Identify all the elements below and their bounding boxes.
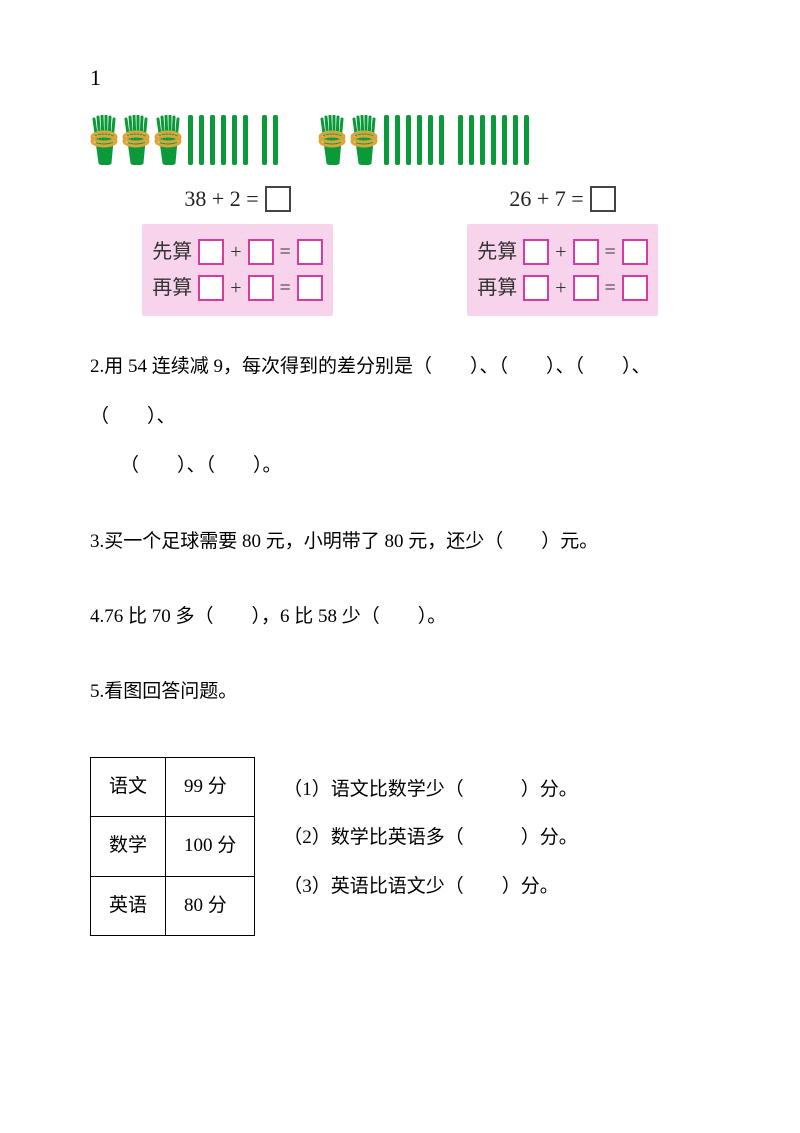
stick-icon <box>221 115 226 165</box>
step1-prefix: 先算 <box>477 236 517 268</box>
table-row: 语文 99 分 <box>91 757 255 816</box>
question-4: 4.76 比 70 多（ ），6 比 58 少（ ）。 <box>90 592 710 641</box>
stick-icon <box>491 115 496 165</box>
stick-icon <box>188 115 193 165</box>
stick-icon <box>232 115 237 165</box>
main-eq-left-text: 38 + 2 = <box>184 181 258 216</box>
stick-icon <box>458 115 463 165</box>
stick-icon <box>524 115 529 165</box>
stick-bundle-icon <box>350 115 378 165</box>
question-2b: （ ）、（ ）。 <box>90 441 710 490</box>
stick-icon <box>243 115 248 165</box>
q5-sub-3: （3）英语比语文少（ ）分。 <box>283 872 710 902</box>
sticks-left <box>90 115 278 165</box>
plus-sign: + <box>230 272 241 304</box>
input-box[interactable] <box>198 239 224 265</box>
question-2a: 2.用 54 连续减 9，每次得到的差分别是（ ）、（ ）、（ ）、（ ）、 <box>90 342 710 441</box>
stick-icon <box>469 115 474 165</box>
plus-sign: + <box>555 236 566 268</box>
cell-score: 99 分 <box>166 757 255 816</box>
q5-sub-1: （1）语文比数学少（ ）分。 <box>283 775 710 805</box>
input-box[interactable] <box>622 275 648 301</box>
step2-right: 再算 + = <box>477 272 648 304</box>
stick-icon <box>210 115 215 165</box>
step1-right: 先算 + = <box>477 236 648 268</box>
input-box[interactable] <box>622 239 648 265</box>
main-eq-right-text: 26 + 7 = <box>509 181 583 216</box>
question-5: 5.看图回答问题。 <box>90 667 710 716</box>
input-box[interactable] <box>248 239 274 265</box>
stick-icon <box>384 115 389 165</box>
cell-score: 80 分 <box>166 876 255 935</box>
q5-subquestions: （1）语文比数学少（ ）分。 （2）数学比英语多（ ）分。 （3）英语比语文少（… <box>283 757 710 920</box>
sticks-illustration <box>90 115 710 165</box>
step2-left: 再算 + = <box>152 272 323 304</box>
stick-icon <box>480 115 485 165</box>
step2-prefix: 再算 <box>152 272 192 304</box>
stick-icon <box>439 115 444 165</box>
question-3: 3.买一个足球需要 80 元，小明带了 80 元，还少（ ）元。 <box>90 517 710 566</box>
input-box[interactable] <box>523 275 549 301</box>
cell-subject: 语文 <box>91 757 166 816</box>
table-row: 数学 100 分 <box>91 817 255 876</box>
step2-prefix: 再算 <box>477 272 517 304</box>
equation-right-col: 26 + 7 = 先算 + = 再算 + = <box>415 175 710 316</box>
stick-icon <box>502 115 507 165</box>
input-box[interactable] <box>297 239 323 265</box>
equals-sign: = <box>280 272 291 304</box>
stick-icon <box>273 115 278 165</box>
equals-sign: = <box>280 236 291 268</box>
sticks-right <box>318 115 529 165</box>
cell-score: 100 分 <box>166 817 255 876</box>
input-box[interactable] <box>523 239 549 265</box>
step1-prefix: 先算 <box>152 236 192 268</box>
stick-bundle-icon <box>154 115 182 165</box>
question-1-label: 1 <box>90 60 710 95</box>
equals-sign: = <box>605 236 616 268</box>
answer-box[interactable] <box>265 186 291 212</box>
input-box[interactable] <box>297 275 323 301</box>
stick-bundle-icon <box>90 115 118 165</box>
input-box[interactable] <box>248 275 274 301</box>
q5-sub-2: （2）数学比英语多（ ）分。 <box>283 823 710 853</box>
stick-icon <box>428 115 433 165</box>
stick-icon <box>395 115 400 165</box>
plus-sign: + <box>230 236 241 268</box>
step1-left: 先算 + = <box>152 236 323 268</box>
equals-sign: = <box>605 272 616 304</box>
answer-box[interactable] <box>590 186 616 212</box>
equation-row: 38 + 2 = 先算 + = 再算 + = 26 + 7 <box>90 175 710 316</box>
cell-subject: 数学 <box>91 817 166 876</box>
stick-icon <box>417 115 422 165</box>
stick-bundle-icon <box>318 115 346 165</box>
stick-bundle-icon <box>122 115 150 165</box>
q5-content: 语文 99 分 数学 100 分 英语 80 分 （1）语文比数学少（ ）分。 … <box>90 757 710 936</box>
steps-panel-right: 先算 + = 再算 + = <box>467 224 658 316</box>
plus-sign: + <box>555 272 566 304</box>
input-box[interactable] <box>198 275 224 301</box>
equation-left-col: 38 + 2 = 先算 + = 再算 + = <box>90 175 385 316</box>
main-equation-left: 38 + 2 = <box>90 181 385 216</box>
input-box[interactable] <box>573 275 599 301</box>
steps-panel-left: 先算 + = 再算 + = <box>142 224 333 316</box>
stick-icon <box>406 115 411 165</box>
cell-subject: 英语 <box>91 876 166 935</box>
input-box[interactable] <box>573 239 599 265</box>
stick-icon <box>513 115 518 165</box>
stick-icon <box>199 115 204 165</box>
stick-icon <box>262 115 267 165</box>
table-row: 英语 80 分 <box>91 876 255 935</box>
scores-table: 语文 99 分 数学 100 分 英语 80 分 <box>90 757 255 936</box>
main-equation-right: 26 + 7 = <box>415 181 710 216</box>
